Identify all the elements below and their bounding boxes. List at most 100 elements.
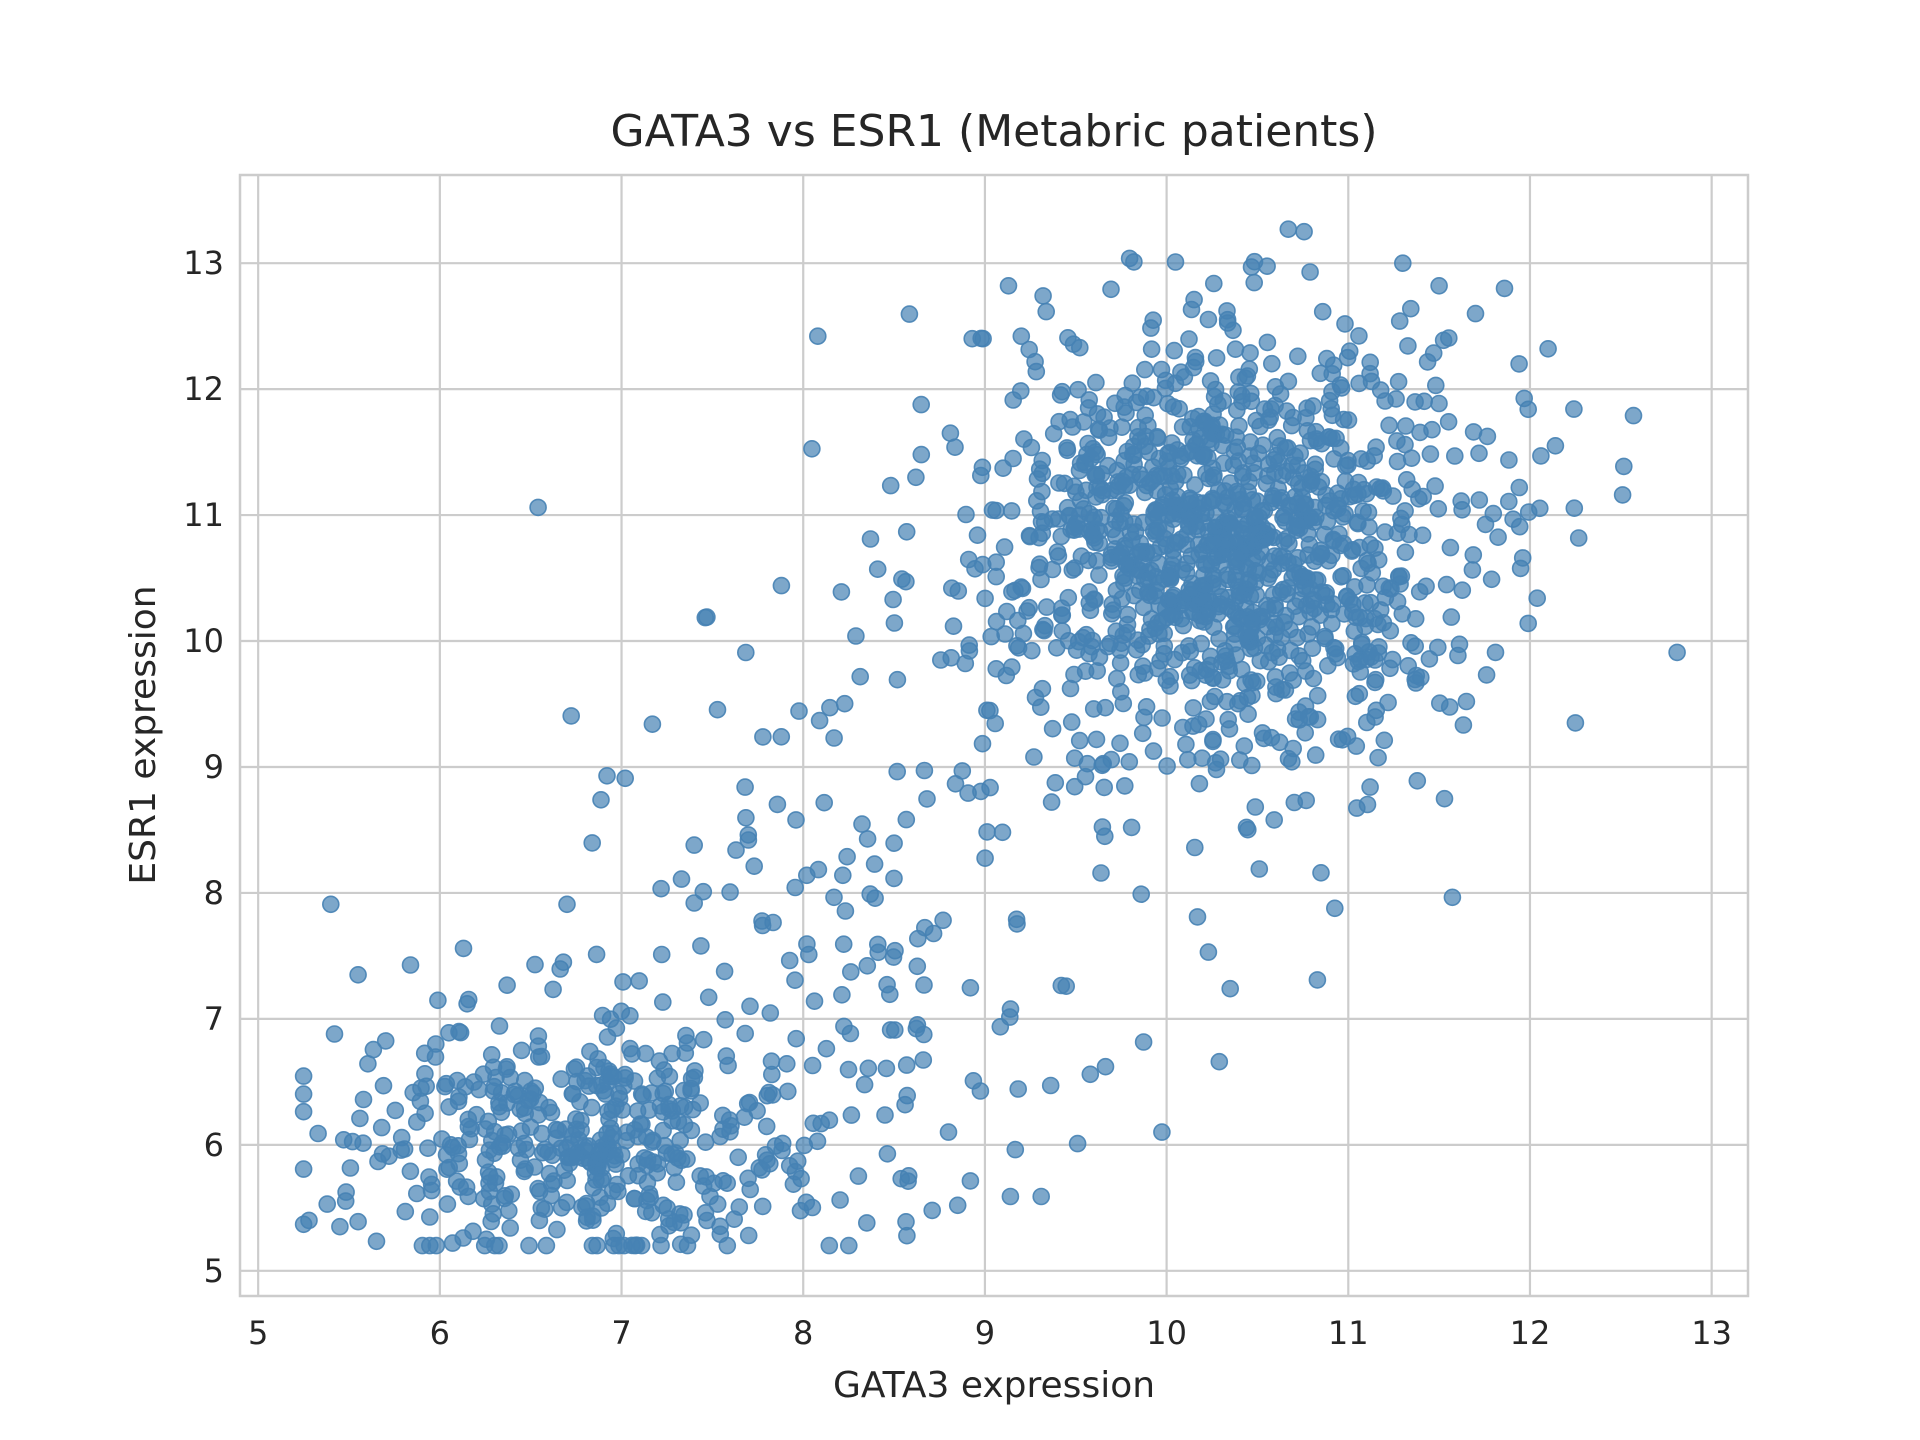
- scatter-point: [1255, 400, 1274, 418]
- scatter-point: [1320, 428, 1338, 446]
- scatter-point: [1274, 580, 1292, 599]
- scatter-point: [758, 1086, 777, 1105]
- scatter-point: [1613, 486, 1632, 504]
- scatter-point: [1099, 456, 1117, 475]
- scatter-point: [1006, 1140, 1025, 1159]
- scatter-point: [1053, 599, 1071, 618]
- y-tick-label: 12: [183, 370, 224, 408]
- scatter-point: [1463, 561, 1482, 579]
- scatter-point: [1286, 710, 1305, 728]
- scatter-point: [420, 1168, 438, 1186]
- scatter-point: [1284, 469, 1303, 487]
- scatter-point: [1350, 374, 1368, 393]
- x-tick-label: 9: [975, 1314, 995, 1352]
- scatter-point: [562, 707, 581, 725]
- scatter-point: [1375, 731, 1394, 750]
- scatter-point: [592, 1199, 611, 1217]
- scatter-point: [1164, 549, 1183, 568]
- scatter-point: [1414, 487, 1432, 506]
- scatter-point: [581, 1042, 599, 1061]
- scatter-point: [1014, 624, 1033, 643]
- scatter-point: [1379, 693, 1397, 712]
- scatter-point: [1042, 793, 1061, 811]
- scatter-point: [1164, 504, 1183, 523]
- scatter-point: [1166, 472, 1185, 491]
- scatter-point: [633, 1115, 651, 1134]
- data-points: [294, 220, 1686, 1255]
- scatter-point: [739, 831, 758, 849]
- scatter-point: [1036, 616, 1054, 635]
- scatter-point: [853, 815, 871, 833]
- scatter-point: [501, 1219, 520, 1237]
- scatter-point: [1298, 569, 1316, 588]
- scatter-point: [1668, 643, 1686, 662]
- scatter-point: [490, 1017, 509, 1035]
- scatter-point: [961, 978, 980, 997]
- scatter-point: [548, 1220, 566, 1239]
- scatter-point: [736, 778, 754, 796]
- scatter-point: [1235, 737, 1254, 755]
- scatter-point: [1002, 658, 1021, 676]
- scatter-point: [592, 790, 610, 809]
- scatter-point: [1253, 502, 1271, 520]
- scatter-point: [996, 625, 1014, 643]
- scatter-point: [1079, 551, 1098, 570]
- scatter-point: [981, 778, 999, 797]
- scatter-point: [1369, 748, 1387, 767]
- scatter-point: [799, 945, 818, 964]
- scatter-point: [1115, 496, 1133, 515]
- scatter-point: [604, 1229, 623, 1248]
- scatter-point: [772, 727, 791, 746]
- scatter-point: [739, 1169, 757, 1188]
- scatter-point: [1266, 596, 1284, 615]
- scatter-point: [582, 1098, 601, 1117]
- scatter-point: [1269, 453, 1288, 472]
- scatter-point: [515, 1134, 534, 1153]
- scatter-point: [1402, 633, 1420, 652]
- scatter-point: [1289, 347, 1307, 366]
- scatter-point: [533, 1124, 551, 1143]
- scatter-point: [1358, 713, 1376, 732]
- scatter-point: [1190, 774, 1209, 793]
- scatter-point: [739, 1226, 758, 1245]
- scatter-point: [851, 667, 870, 686]
- scatter-point: [1308, 686, 1327, 705]
- scatter-point: [885, 869, 903, 888]
- scatter-point: [1022, 438, 1041, 457]
- scatter-point: [736, 1024, 755, 1043]
- scatter-point: [1114, 694, 1133, 713]
- scatter-point: [877, 1059, 896, 1078]
- scatter-point: [598, 766, 616, 785]
- scatter-point: [1078, 754, 1097, 773]
- scatter-point: [1322, 600, 1341, 619]
- scatter-point: [1052, 976, 1071, 995]
- scatter-point: [1193, 749, 1211, 768]
- scatter-point: [817, 1039, 836, 1058]
- scatter-point: [859, 1059, 878, 1078]
- scatter-point: [1336, 472, 1355, 490]
- scatter-point: [1204, 732, 1222, 751]
- scatter-point: [1263, 354, 1281, 373]
- chart-title: GATA3 vs ESR1 (Metabric patients): [610, 106, 1377, 157]
- scatter-point: [663, 1044, 681, 1063]
- scatter-point: [855, 1075, 874, 1094]
- scatter-point: [1299, 524, 1317, 543]
- scatter-point: [1277, 606, 1295, 625]
- scatter-point: [1390, 567, 1408, 586]
- scatter-point: [1240, 447, 1259, 465]
- scatter-point: [897, 810, 916, 829]
- scatter-point: [1245, 273, 1263, 292]
- scatter-point: [964, 1072, 983, 1090]
- scatter-point: [972, 329, 991, 348]
- scatter-point: [634, 1086, 652, 1105]
- scatter-point: [1158, 757, 1176, 775]
- scatter-point: [857, 1214, 876, 1232]
- scatter-point: [1184, 409, 1202, 428]
- scatter-point: [1046, 773, 1065, 792]
- scatter-point: [721, 883, 739, 901]
- scatter-point: [1207, 349, 1226, 367]
- scatter-point: [545, 1172, 563, 1190]
- scatter-point: [594, 1169, 612, 1188]
- scatter-point: [1284, 671, 1302, 690]
